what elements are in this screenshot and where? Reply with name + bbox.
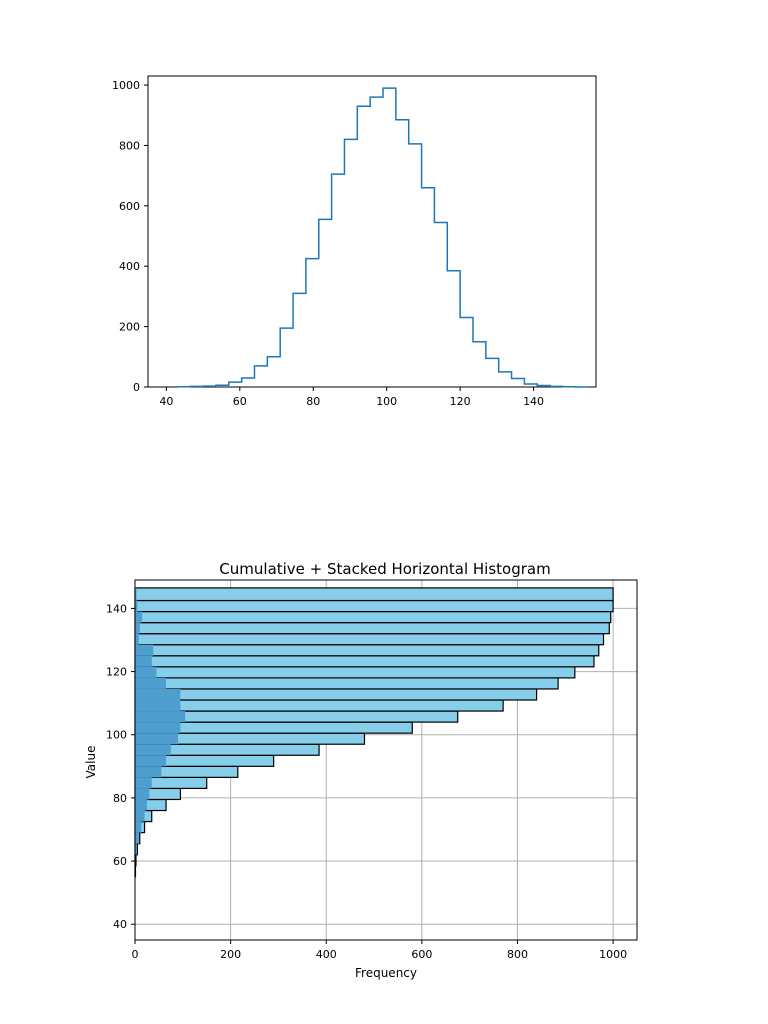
y-tick-label: 60	[113, 855, 127, 868]
base-bars	[135, 587, 186, 866]
x-tick-label: 120	[450, 395, 471, 408]
chart1-x-ticks: 40 60 80 100 120 140	[159, 387, 544, 408]
x-tick-label: 100	[376, 395, 397, 408]
base-bar	[135, 587, 137, 601]
base-bar	[135, 688, 181, 700]
chart2-x-ticks: 0 200 400 600 800 1000	[132, 940, 627, 961]
base-bar	[135, 843, 137, 855]
base-bar	[135, 611, 143, 623]
base-bar	[135, 832, 139, 844]
base-bar	[135, 600, 138, 612]
base-bar	[135, 666, 157, 678]
base-bar	[135, 733, 179, 745]
cumulative-bars	[134, 587, 614, 878]
base-bar	[135, 711, 186, 723]
cumulative-bar	[134, 599, 614, 613]
cumulative-bar	[134, 587, 614, 602]
base-bar	[135, 810, 145, 822]
cumulative-bar	[134, 633, 605, 646]
base-bar	[135, 755, 167, 767]
y-tick-label: 0	[133, 381, 140, 394]
y-tick-label: 120	[106, 666, 127, 679]
base-bar	[135, 821, 142, 833]
base-bar	[135, 766, 162, 778]
y-tick-label: 40	[113, 918, 127, 931]
cumulative-bar	[134, 699, 504, 712]
step-histogram-line	[176, 87, 589, 388]
step-histogram-chart: 40 60 80 100 120 140 0 200 400 600 800 1000	[112, 75, 597, 408]
base-bar	[135, 700, 181, 712]
base-bar	[135, 777, 152, 789]
chart1-plot-frame	[147, 75, 597, 388]
cumulative-bar	[134, 666, 576, 679]
base-bar	[135, 788, 150, 800]
x-tick-label: 600	[411, 948, 432, 961]
x-tick-label: 200	[220, 948, 241, 961]
chart1-y-ticks: 0 200 400 600 800 1000	[112, 79, 148, 394]
chart2-x-axis-label: Frequency	[355, 966, 417, 980]
y-tick-label: 800	[119, 139, 140, 152]
y-tick-label: 600	[119, 200, 140, 213]
chart2-title: Cumulative + Stacked Horizontal Histogra…	[219, 560, 550, 578]
x-tick-label: 800	[507, 948, 528, 961]
x-tick-label: 1000	[599, 948, 627, 961]
chart2-y-ticks: 40 60 80 100 120 140	[106, 602, 135, 931]
base-bar	[135, 633, 139, 645]
cumulative-bar	[134, 610, 612, 624]
cumulative-bar	[134, 644, 600, 657]
chart2-y-axis-label: Value	[84, 746, 98, 779]
y-tick-label: 400	[119, 260, 140, 273]
base-bar	[135, 644, 154, 656]
x-tick-label: 0	[132, 948, 139, 961]
base-bar	[135, 677, 167, 689]
x-tick-label: 140	[523, 395, 544, 408]
cumulative-bar	[134, 655, 595, 668]
horizontal-histogram-chart: Cumulative + Stacked Horizontal Histogra…	[84, 560, 638, 980]
base-bar	[135, 722, 181, 734]
y-tick-label: 80	[113, 792, 127, 805]
y-tick-label: 1000	[112, 79, 140, 92]
x-tick-label: 40	[159, 395, 173, 408]
x-tick-label: 400	[316, 948, 337, 961]
y-tick-label: 100	[106, 729, 127, 742]
x-tick-label: 80	[306, 395, 320, 408]
chart2-plot-frame	[134, 579, 638, 941]
base-bar	[135, 799, 147, 811]
base-bar	[135, 622, 140, 634]
cumulative-bar	[134, 622, 610, 635]
cumulative-bar	[134, 688, 538, 701]
y-tick-label: 200	[119, 321, 140, 334]
cumulative-bar	[134, 677, 559, 690]
y-tick-label: 140	[106, 602, 127, 615]
base-bar	[135, 655, 152, 667]
x-tick-label: 60	[233, 395, 247, 408]
base-bar	[135, 744, 171, 756]
